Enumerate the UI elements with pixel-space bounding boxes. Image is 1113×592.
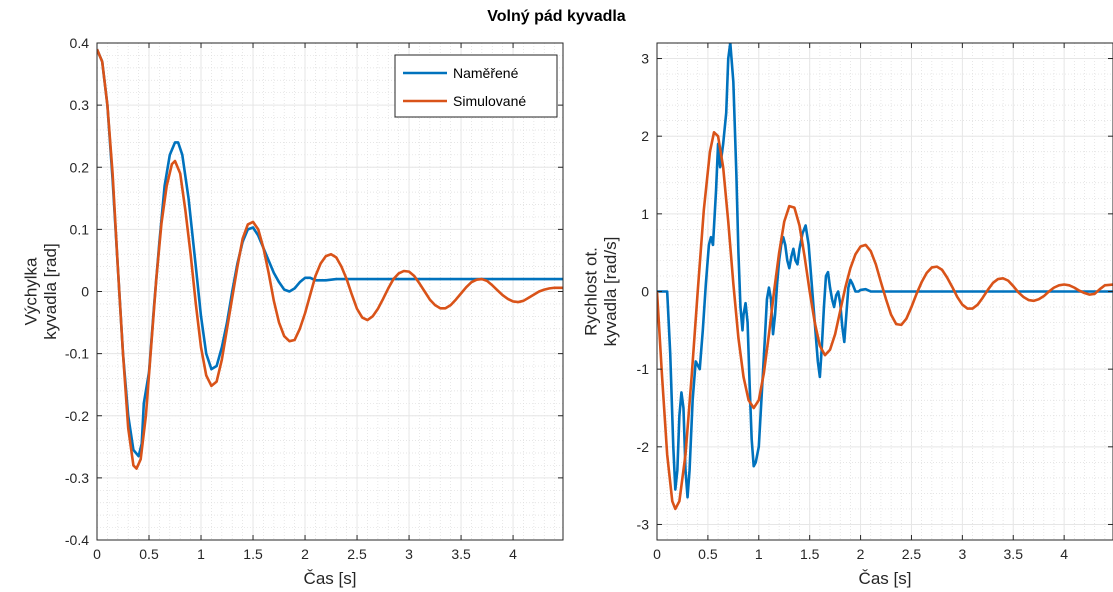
y-axis-label-line: Výchylka	[21, 257, 40, 326]
x-axis-label: Čas [s]	[304, 569, 357, 588]
y-tick-label: -0.3	[65, 470, 89, 486]
legend-label: Simulované	[453, 93, 526, 109]
y-tick-label: 0.2	[70, 159, 90, 175]
velocity-plot: 0 0.5 1 1.5 2 2.5 3 3.5 4 -3 -2 -1 0 1 2 3 Čas [s] Rychlo…	[581, 42, 1113, 588]
y-tick-label: -3	[637, 516, 650, 532]
y-tick-label: -1	[637, 361, 650, 377]
y-axis-label: Rychlost ot.kyvadla [rad/s]	[581, 237, 620, 347]
x-tick-label: 0.5	[698, 546, 718, 562]
x-tick-label: 4	[509, 546, 517, 562]
x-tick-label: 3	[405, 546, 413, 562]
figure-title: Volný pád kyvadla	[487, 8, 626, 25]
x-tick-label: 2.5	[347, 546, 367, 562]
y-tick-label: -0.1	[65, 346, 89, 362]
x-tick-label: 3.5	[451, 546, 471, 562]
y-tick-label: -0.2	[65, 408, 89, 424]
y-axis-label-line: kyvadla [rad/s]	[601, 237, 620, 347]
y-tick-label: 0.3	[70, 97, 90, 113]
y-axis-label: Výchylkakyvadla [rad]	[21, 243, 60, 339]
y-tick-label: 2	[641, 128, 649, 144]
x-tick-label: 1.5	[243, 546, 263, 562]
x-tick-label: 1	[197, 546, 205, 562]
x-tick-label: 0	[93, 546, 101, 562]
series-line-measured	[97, 48, 563, 458]
y-tick-label: 0	[81, 284, 89, 300]
y-axis-label-line: Rychlost ot.	[581, 247, 600, 336]
legend-box	[394, 54, 558, 118]
series-line-simulated	[657, 131, 1113, 511]
legend-label: Naměřené	[453, 65, 519, 81]
y-tick-label: 0.4	[70, 35, 90, 51]
x-tick-label: 1.5	[800, 546, 820, 562]
y-tick-label: -0.4	[65, 532, 89, 548]
x-tick-label: 2	[301, 546, 309, 562]
x-tick-label: 3	[958, 546, 966, 562]
x-tick-label: 3.5	[1004, 546, 1024, 562]
series-line-measured	[657, 43, 1113, 499]
y-tick-label: 1	[641, 206, 649, 222]
x-tick-label: 1	[755, 546, 763, 562]
y-axis-label-line: kyvadla [rad]	[41, 243, 60, 339]
deflection-plot: 0 0.5 1 1.5 2 2.5 3 3.5 4 -0.4 -0.3 -0.2 -0.1 0 0.1 0.2…	[21, 35, 564, 588]
x-tick-label: 0.5	[139, 546, 159, 562]
y-tick-label: 3	[641, 51, 649, 67]
x-tick-label: 0	[653, 546, 661, 562]
x-tick-label: 4	[1060, 546, 1068, 562]
y-tick-label: 0	[641, 284, 649, 300]
series-line-simulated	[97, 48, 563, 470]
y-tick-label: 0.1	[70, 221, 90, 237]
x-axis-label: Čas [s]	[859, 569, 912, 588]
y-tick-label: -2	[637, 439, 650, 455]
x-tick-label: 2.5	[902, 546, 922, 562]
x-tick-label: 2	[857, 546, 865, 562]
